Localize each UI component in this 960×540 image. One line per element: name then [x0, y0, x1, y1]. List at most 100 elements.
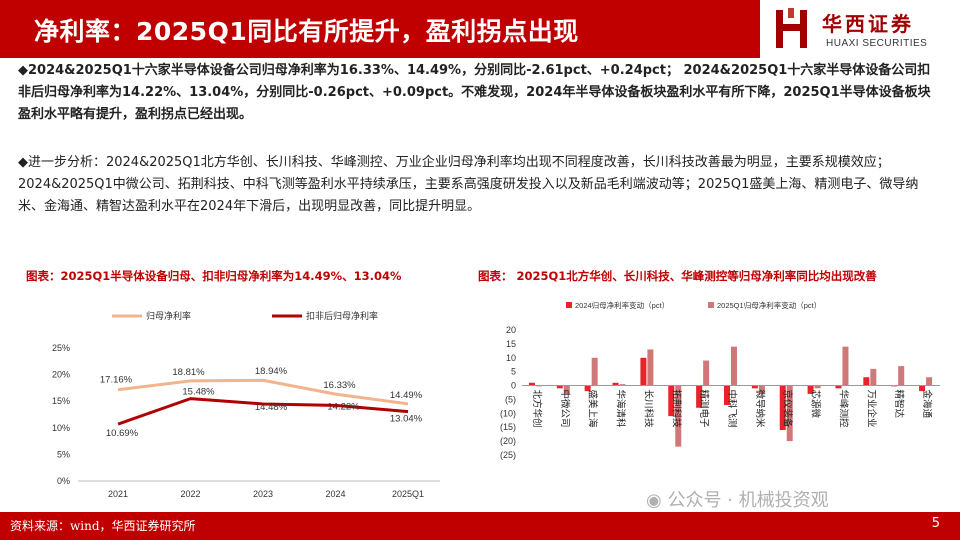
- footer-bar: 资料来源：wind，华西证券研究所 5: [0, 512, 960, 540]
- logo-en-text: HUAXI SECURITIES: [826, 38, 928, 49]
- right-chart-title: 图表： 2025Q1北方华创、长川科技、华峰测控等归母净利率同比均出现改善: [478, 269, 877, 283]
- bar: [919, 385, 926, 392]
- bar: [863, 377, 870, 386]
- logo-cn-text: 华西证券: [822, 12, 914, 36]
- company-logo: 华西证券 HUAXI SECURITIES: [770, 6, 955, 56]
- bar: [619, 384, 626, 386]
- bar: [779, 385, 786, 430]
- bar: [751, 385, 758, 389]
- bar: [640, 357, 647, 386]
- category-label: 万业企业: [865, 390, 877, 428]
- data-label: 14.22%: [327, 401, 360, 412]
- legend-swatch: [708, 302, 714, 308]
- category-label: 京仪装备: [782, 390, 794, 429]
- category-label: 精智达: [893, 390, 905, 419]
- data-label: 10.69%: [106, 428, 139, 439]
- bar: [612, 382, 619, 386]
- bar: [668, 385, 675, 417]
- bar: [528, 382, 535, 386]
- bar: [926, 377, 933, 386]
- y-tick-label: (10): [500, 408, 516, 418]
- series-line: [117, 378, 409, 406]
- category-label: 盛美上海: [587, 390, 599, 429]
- category-label: 精测电子: [698, 390, 710, 429]
- data-label: 17.16%: [100, 375, 133, 386]
- data-label: 15.48%: [182, 387, 215, 398]
- bar: [786, 385, 793, 442]
- category-label: 北方华创: [531, 390, 543, 428]
- category-label: 长川科技: [642, 390, 654, 429]
- bar: [870, 368, 877, 386]
- x-tick-label: 2021: [108, 489, 128, 499]
- legend-swatch: [566, 302, 572, 308]
- bar: [647, 349, 654, 386]
- category-label: 华峰测控: [837, 390, 849, 429]
- bar: [591, 357, 598, 386]
- category-label: 芯源微: [810, 390, 822, 419]
- margin-change-bar-chart: 2024归母净利率变动（pct） 2025Q1归母净利率变动（pct） 20 15 10…: [500, 300, 940, 460]
- bar: [563, 385, 570, 394]
- bar: [814, 385, 821, 389]
- legend-label: 2024归母净利率变动（pct）: [575, 300, 669, 310]
- y-tick-label: 20: [506, 325, 516, 335]
- x-tick-label: 2024: [325, 489, 345, 499]
- y-tick-label: (20): [500, 436, 516, 446]
- data-label: 13.04%: [390, 414, 423, 425]
- series-line: [117, 397, 409, 426]
- bar: [703, 360, 710, 386]
- bar: [731, 346, 737, 386]
- x-tick-label: 2025Q1: [392, 489, 424, 499]
- bar: [556, 385, 563, 389]
- bar: [835, 385, 842, 389]
- y-tick-label: (25): [500, 450, 516, 460]
- bar: [584, 385, 591, 392]
- page-number: 5: [931, 516, 940, 531]
- legend-label: 归母净利率: [146, 310, 191, 321]
- y-tick-label: 25%: [52, 343, 70, 353]
- title-bar: 净利率：2025Q1同比有所提升，盈利拐点出现: [0, 0, 760, 58]
- bar: [807, 385, 814, 394]
- category-label: 中微公司: [559, 390, 571, 428]
- summary-paragraph: ◆2024&2025Q1十六家半导体设备公司归母净利率为16.33%、14.49…: [18, 63, 931, 122]
- x-tick-label: 2023: [253, 489, 273, 499]
- category-label: 华海清科: [615, 390, 627, 429]
- source-note: 资料来源：wind，华西证券研究所: [10, 519, 196, 533]
- page-title: 净利率：2025Q1同比有所提升，盈利拐点出现: [34, 17, 579, 46]
- data-label: 18.81%: [172, 367, 205, 378]
- watermark-text: 公众号 · 机械投资观: [667, 490, 829, 511]
- legend-label: 扣非后归母净利率: [306, 310, 378, 321]
- watermark: ◉ 公众号 · 机械投资观: [646, 486, 829, 512]
- legend-label: 2025Q1归母净利率变动（pct）: [717, 300, 821, 310]
- analysis-paragraph: ◆进一步分析：2024&2025Q1北方华创、长川科技、华峰测控、万业企业归母净…: [18, 155, 919, 214]
- y-tick-label: 5: [511, 367, 516, 377]
- category-label: 拓荆科技: [670, 390, 682, 429]
- bar: [675, 385, 682, 447]
- y-tick-label: 10: [506, 353, 516, 363]
- data-label: 14.48%: [255, 402, 288, 413]
- net-margin-line-chart: 归母净利率 扣非后归母净利率 25% 20% 15% 10% 5% 0% 2021 2022 202…: [52, 310, 440, 499]
- y-tick-label: 15%: [52, 396, 70, 406]
- huaxi-logo-icon: [776, 8, 807, 48]
- y-tick-label: (15): [500, 422, 516, 432]
- category-label: 金海通: [921, 390, 933, 419]
- y-tick-label: 0: [511, 381, 516, 391]
- y-tick-label: 20%: [52, 370, 70, 380]
- bar: [696, 385, 703, 408]
- bar: [758, 385, 765, 394]
- data-label: 18.94%: [255, 366, 288, 377]
- y-tick-label: 10%: [52, 423, 70, 433]
- y-tick-label: 15: [506, 339, 516, 349]
- y-tick-label: (5): [505, 394, 516, 404]
- wechat-icon: ◉: [646, 490, 662, 511]
- category-label: 中科飞测: [726, 390, 738, 428]
- left-chart-title: 图表：2025Q1半导体设备归母、扣非归母净利率为14.49%、13.04%: [26, 269, 402, 283]
- category-label: 微导纳米: [754, 390, 766, 429]
- bar: [724, 385, 730, 405]
- y-tick-label: 5%: [57, 449, 70, 459]
- bar: [842, 346, 849, 386]
- data-label: 16.33%: [323, 380, 356, 391]
- bar: [898, 366, 905, 386]
- y-tick-label: 0%: [57, 476, 70, 486]
- data-label: 14.49%: [390, 390, 423, 401]
- x-tick-label: 2022: [180, 489, 200, 499]
